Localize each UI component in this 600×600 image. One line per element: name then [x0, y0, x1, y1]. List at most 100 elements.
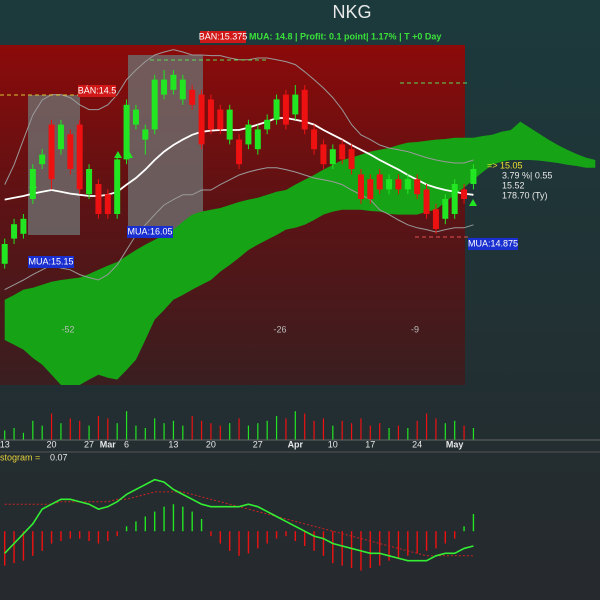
histogram-bar: [228, 531, 231, 551]
annotation: MUA:15.15: [28, 256, 73, 266]
volume-bar: [219, 425, 221, 440]
candle-body: [132, 109, 139, 125]
histogram-bar: [435, 531, 437, 549]
sell-badge: [200, 31, 246, 43]
histogram-bar: [397, 531, 400, 559]
x-tick-label: 10: [328, 439, 338, 449]
histogram-bar: [144, 516, 147, 532]
histogram-bar: [50, 531, 53, 544]
histogram-bar: [219, 531, 222, 544]
volume-bar: [247, 425, 250, 440]
candle-body: [273, 99, 280, 120]
band-line: [4, 49, 474, 185]
volume-bar: [369, 425, 371, 440]
volume-bar: [88, 425, 90, 440]
candle-body: [432, 209, 439, 229]
volume-bar: [341, 420, 343, 440]
price-info: 178.70 (Ty): [502, 190, 548, 200]
candle-body: [311, 129, 318, 150]
candle-body: [207, 99, 214, 130]
macd-line: [4, 478, 474, 562]
volume-bar: [444, 423, 446, 440]
volume-bar: [210, 423, 212, 440]
candle-body: [123, 104, 130, 160]
volume-bar: [294, 411, 296, 440]
x-tick-label: 24: [412, 439, 422, 449]
volume-bar: [32, 420, 34, 440]
candle-body: [151, 79, 158, 130]
volume-bar: [200, 420, 203, 440]
candle-body: [11, 224, 18, 239]
volume-bar: [60, 423, 62, 440]
candle-body: [339, 144, 346, 160]
volume-bar: [332, 425, 334, 440]
average-line: [4, 117, 474, 201]
sell-signal: BÁN:15.375: [199, 31, 248, 41]
volume-bar: [182, 425, 184, 440]
volume-bar: [154, 418, 156, 440]
volume-bar: [313, 420, 315, 440]
candle-body: [189, 89, 196, 105]
histogram-bar: [266, 531, 268, 544]
annotation: MUA:14.875: [468, 238, 518, 248]
histogram-bar: [60, 531, 62, 542]
candle-body: [414, 179, 421, 195]
x-tick-label: 27: [84, 439, 94, 449]
histogram-bar: [425, 531, 428, 551]
histogram-bar: [78, 531, 81, 539]
candle-body: [395, 179, 402, 190]
candle-body: [217, 109, 224, 130]
price-info: 15.52: [502, 180, 525, 190]
histogram-bar: [41, 531, 43, 551]
histogram-bar: [332, 531, 334, 564]
x-tick-label: 6: [124, 439, 129, 449]
volume-bar: [454, 420, 456, 440]
band-line: [4, 167, 474, 291]
price-info: 3.79 %| 0.55: [502, 170, 552, 180]
candle-body: [367, 179, 374, 199]
histogram-label: stogram =: [0, 452, 40, 462]
volume-bar: [257, 423, 259, 440]
volume-bar: [275, 416, 278, 440]
volume-bar: [172, 420, 175, 440]
candle-body: [470, 169, 477, 184]
volume-bar: [79, 420, 81, 440]
candle-body: [461, 189, 468, 199]
candle-body: [320, 144, 327, 165]
candle-body: [423, 189, 430, 214]
x-tick-label: 17: [365, 439, 375, 449]
volume-bar: [360, 418, 362, 440]
histogram-bar: [153, 511, 156, 532]
candle-body: [57, 124, 64, 150]
histogram-bar: [182, 506, 184, 532]
candle-body: [198, 94, 205, 145]
chart-title: NKG: [332, 2, 371, 22]
buy-arrow: [125, 151, 133, 158]
buy-arrow: [114, 151, 122, 158]
candle-body: [86, 169, 93, 195]
candle-body: [48, 124, 55, 180]
volume-bar: [229, 423, 231, 440]
volume-bar: [379, 423, 381, 440]
x-tick-label: Mar: [100, 439, 117, 449]
price-label: => 15.05: [487, 160, 523, 170]
histogram-bar: [378, 531, 381, 566]
candle-body: [114, 159, 121, 214]
candle-body: [264, 119, 271, 130]
x-tick-label: Apr: [288, 439, 304, 449]
volume-bar: [266, 420, 268, 440]
histogram-bar: [116, 531, 118, 537]
histogram-bar: [238, 531, 240, 556]
candle-body: [357, 174, 364, 199]
volume-bar: [416, 420, 418, 440]
histogram-bar: [135, 521, 137, 532]
histogram-bar: [3, 531, 6, 566]
volume-bar: [69, 418, 71, 440]
sell-badge: [78, 85, 116, 97]
histogram-bar: [163, 506, 165, 532]
candle-body: [404, 179, 411, 190]
candle-body: [161, 79, 168, 95]
buy-badge: [127, 226, 173, 238]
histogram-bar: [200, 518, 203, 532]
